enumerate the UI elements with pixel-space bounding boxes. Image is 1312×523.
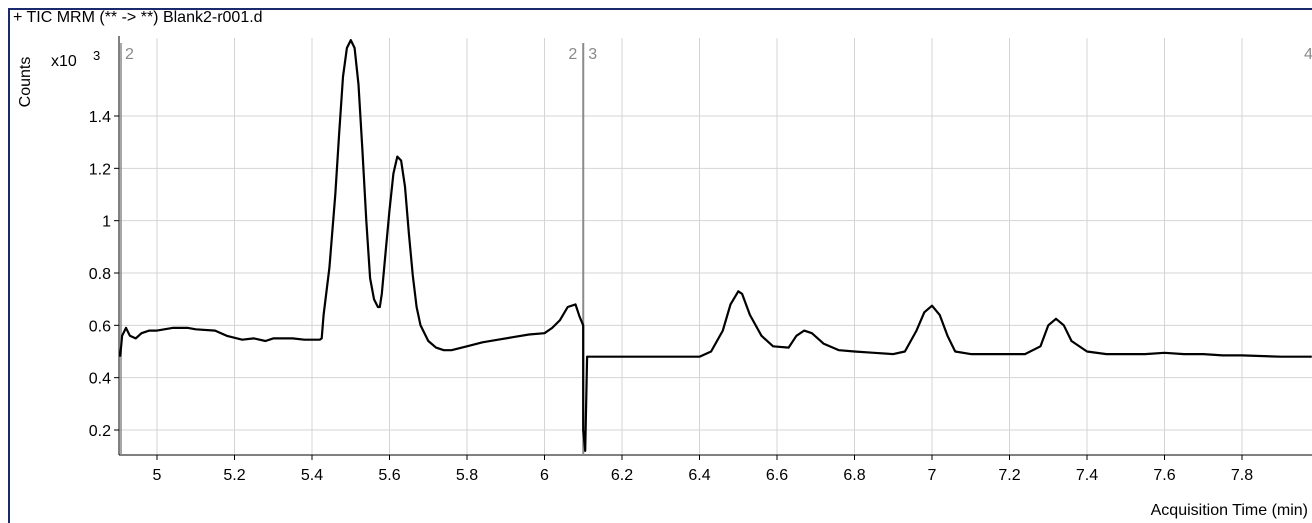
segment-label: 3 — [588, 46, 597, 63]
segment-label: 2 — [568, 46, 577, 63]
x-tick-label: 5.4 — [301, 467, 323, 484]
series-line — [119, 39, 1312, 452]
y-tick-label: 0.8 — [89, 266, 111, 283]
x-tick-label: 7 — [928, 467, 937, 484]
chart-title: + TIC MRM (** -> **) Blank2-r001.d — [13, 9, 263, 26]
x-tick-label: 5.8 — [456, 467, 478, 484]
grid — [119, 38, 1312, 455]
segment-label: 2 — [125, 46, 134, 63]
segment-label: 4 — [1304, 46, 1312, 63]
x-tick-label: 6.8 — [843, 467, 865, 484]
x-tick-label: 6.4 — [688, 467, 710, 484]
series-lines — [119, 39, 1312, 452]
y-tick-label: 0.2 — [89, 423, 111, 440]
y-axis-label: Counts — [17, 57, 34, 108]
x-tick-label: 7.8 — [1231, 467, 1253, 484]
x-tick-label: 5.6 — [378, 467, 400, 484]
y-tick-label: 1 — [102, 214, 111, 231]
y-tick-label: 0.6 — [89, 318, 111, 335]
x-tick-label: 5.2 — [223, 467, 245, 484]
chart-frame — [8, 8, 1312, 523]
y-tick-label: 0.4 — [89, 371, 111, 388]
x-tick-label: 7.6 — [1153, 467, 1175, 484]
axes — [118, 36, 1312, 456]
x-axis-label: Acquisition Time (min) — [1151, 502, 1308, 519]
x-tick-label: 6.6 — [766, 467, 788, 484]
y-axis-ticks: 0.2 0.4 0.6 0.8 1 1.2 1.4 — [89, 109, 119, 440]
x-axis-ticks: 5 5.2 5.4 5.6 5.8 6 6.2 6.4 6.6 6.8 7 7.2 7.4 7.6 7.8 — [153, 455, 1253, 484]
x-tick-label: 7.2 — [998, 467, 1020, 484]
x-tick-label: 6 — [540, 467, 549, 484]
y-axis-multiplier: x10 — [51, 53, 77, 70]
x-tick-label: 7.4 — [1076, 467, 1098, 484]
x-tick-label: 5 — [153, 467, 162, 484]
y-tick-label: 1.2 — [89, 161, 111, 178]
x-tick-label: 6.2 — [611, 467, 633, 484]
y-axis-multiplier-exponent: 3 — [93, 48, 100, 63]
y-tick-label: 1.4 — [89, 109, 111, 126]
